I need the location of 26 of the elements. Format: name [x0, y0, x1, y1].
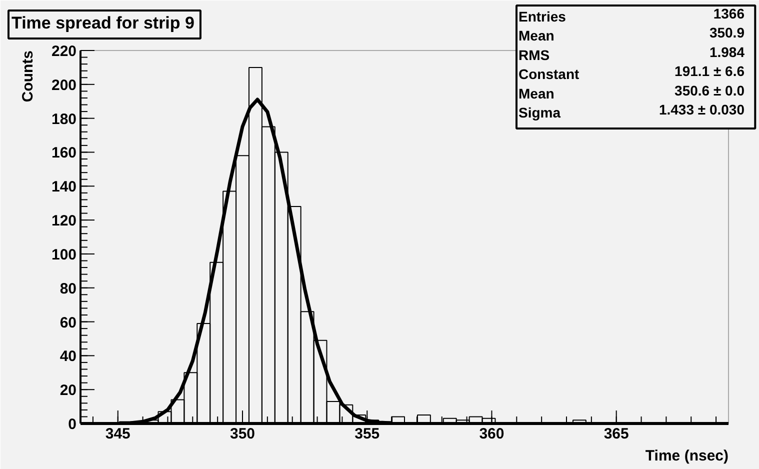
text: Sigma 1.433 ± 0.030 — [518, 102, 744, 120]
y-tick-label: 200 — [51, 76, 77, 94]
y-axis-title: Counts — [20, 50, 36, 102]
x-tick-label: 350 — [230, 426, 256, 442]
text: Mean 350.9 — [518, 24, 745, 44]
text: Mean 350.6 ± 0.0 — [518, 82, 745, 102]
y-tick-label: 80 — [60, 280, 77, 298]
text: Entries 1366 — [518, 6, 745, 24]
y-tick-label: 140 — [51, 178, 77, 196]
y-tick-label: 60 — [60, 314, 77, 332]
x-axis-title: Time (nsec) — [645, 448, 729, 464]
y-tick-label: 40 — [60, 348, 77, 366]
x-tick-label: 345 — [105, 426, 130, 442]
x-tick-label: 360 — [479, 426, 504, 442]
y-tick-label: 120 — [51, 212, 77, 230]
y-tick-label: 0 — [68, 416, 76, 433]
text: Constant 191.1 ± 6.6 — [518, 63, 745, 82]
y-tick-label: 20 — [60, 382, 77, 400]
chart-title: Time spread for strip 9 — [12, 14, 194, 32]
y-tick-label: 180 — [51, 110, 77, 128]
x-tick-label: 355 — [354, 426, 380, 442]
x-tick-label: 365 — [604, 426, 629, 442]
y-tick-label: 220 — [51, 43, 77, 60]
y-tick-label: 160 — [51, 144, 77, 162]
text: RMS 1.984 — [518, 44, 745, 63]
y-tick-label: 100 — [51, 246, 77, 264]
